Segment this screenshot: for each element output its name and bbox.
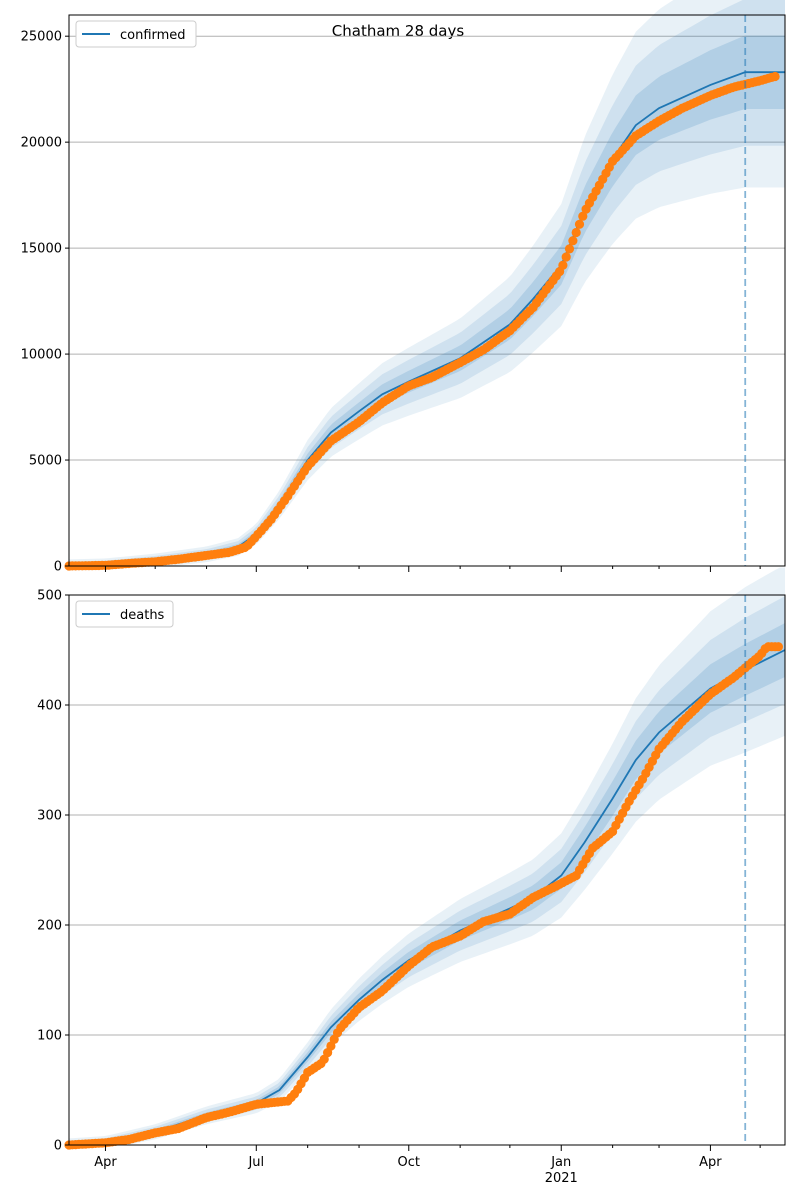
- deaths-xtick-label: Jul: [247, 1155, 264, 1170]
- figure-title: Chatham 28 days: [332, 22, 465, 40]
- confirmed-band-middle: [69, 0, 785, 566]
- deaths-ytick-label: 300: [37, 809, 62, 824]
- confirmed-panel: 0 5000 10000 15000 20000 25000 confirmed: [21, 0, 786, 575]
- deaths-observed-points: [64, 642, 784, 1150]
- deaths-observed-point: [773, 642, 784, 652]
- deaths-axes-frame: [68, 594, 786, 1146]
- confirmed-observed-point: [571, 227, 581, 238]
- confirmed-observed-point: [564, 244, 575, 254]
- deaths-band-middle: [69, 596, 785, 1145]
- deaths-legend-box: [75, 600, 174, 628]
- deaths-ytick-label: 0: [54, 1139, 62, 1154]
- confirmed-observed-point: [558, 260, 568, 270]
- confirmed-legend: confirmed: [75, 20, 197, 48]
- confirmed-ytick-label: 20000: [21, 136, 62, 151]
- deaths-ytick-label: 500: [37, 589, 62, 604]
- deaths-band-outer: [69, 567, 785, 1145]
- deaths-panel: 0 100 200 300 400 500 Apr Jul Oct Jan Apr 2021 deat…: [37, 567, 786, 1186]
- confirmed-legend-box: [75, 20, 197, 48]
- confirmed-uncertainty-bands: [69, 0, 785, 567]
- deaths-xaxis-year-label: 2021: [545, 1171, 578, 1186]
- confirmed-band-outer: [69, 0, 785, 566]
- confirmed-observed-point: [568, 236, 578, 246]
- deaths-ytick-label: 400: [37, 699, 62, 714]
- confirmed-observed-points: [64, 71, 780, 571]
- deaths-xtick-label: Oct: [398, 1155, 420, 1170]
- deaths-legend: deaths: [75, 600, 174, 628]
- confirmed-observed-point: [561, 252, 571, 262]
- deaths-xtick-label: Apr: [94, 1155, 117, 1170]
- confirmed-observed-point: [574, 219, 585, 229]
- deaths-ytick-label: 200: [37, 919, 62, 934]
- deaths-uncertainty-bands: [69, 567, 785, 1145]
- confirmed-ytick-label: 25000: [21, 30, 62, 45]
- confirmed-axes: 0 5000 10000 15000 20000 25000: [21, 14, 786, 575]
- confirmed-ytick-label: 5000: [29, 454, 62, 469]
- confirmed-ytick-label: 10000: [21, 348, 62, 363]
- confirmed-observed-point: [770, 71, 780, 82]
- deaths-legend-label: deaths: [120, 608, 165, 623]
- confirmed-legend-label: confirmed: [120, 28, 186, 43]
- deaths-axes: 0 100 200 300 400 500 Apr Jul Oct Jan Apr 2021: [37, 589, 786, 1186]
- deaths-ytick-label: 100: [37, 1029, 62, 1044]
- confirmed-axes-frame: [68, 14, 786, 567]
- deaths-band-inner: [69, 623, 785, 1145]
- deaths-xtick-label: Apr: [699, 1155, 722, 1170]
- confirmed-observed-point: [578, 211, 588, 221]
- confirmed-ytick-label: 15000: [21, 242, 62, 257]
- deaths-xtick-label: Jan: [550, 1155, 571, 1170]
- confirmed-ytick-label: 0: [54, 560, 62, 575]
